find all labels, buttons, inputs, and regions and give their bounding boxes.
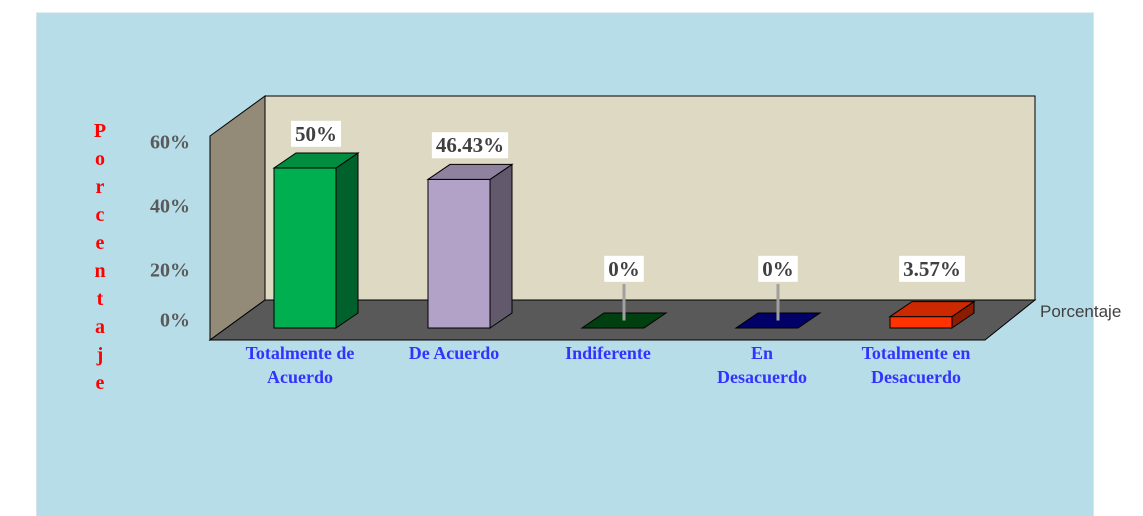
value-label-box xyxy=(758,255,798,282)
value-label-box xyxy=(291,120,341,147)
bar-side xyxy=(335,152,359,329)
bar-front xyxy=(273,167,337,329)
value-label-box xyxy=(604,255,644,282)
side-wall xyxy=(209,95,266,341)
y-tick-label: 0% xyxy=(160,310,190,332)
bar-top xyxy=(426,163,514,180)
value-label-box xyxy=(431,132,509,159)
x-tick-label: Indiferente xyxy=(565,343,651,363)
bar-front xyxy=(889,316,953,329)
x-tick-label: De Acuerdo xyxy=(408,343,500,363)
value-label-box xyxy=(899,255,965,282)
y-axis-title: Porcentaje xyxy=(89,120,111,400)
value-label: 0% xyxy=(608,257,640,281)
y-tick-label: 20% xyxy=(150,260,190,282)
y-tick-label: 40% xyxy=(150,196,190,218)
bar xyxy=(426,163,514,329)
bar-top xyxy=(272,152,360,169)
bar xyxy=(888,300,976,329)
x-tick-label: En Desacuerdo xyxy=(717,343,807,387)
bar-side xyxy=(489,163,513,329)
value-label: 3.57% xyxy=(903,257,961,281)
x-tick-label: Totalmente de Acuerdo xyxy=(245,343,355,387)
bar xyxy=(272,152,360,329)
value-label: 0% xyxy=(762,257,794,281)
legend-entry: Porcentaje xyxy=(1040,302,1122,321)
bar-top xyxy=(888,301,976,318)
x-tick-label: Totalmente en Desacuerdo xyxy=(861,343,971,387)
bar-front xyxy=(427,178,491,329)
value-label: 46.43% xyxy=(436,133,504,157)
y-tick-label: 60% xyxy=(150,132,190,154)
value-label: 50% xyxy=(295,122,337,146)
